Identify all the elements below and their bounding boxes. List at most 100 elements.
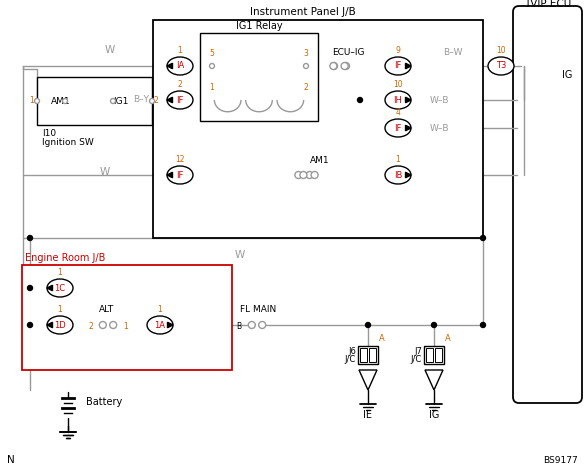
Text: IG1 Relay: IG1 Relay: [236, 21, 282, 31]
Text: IF: IF: [394, 61, 401, 70]
Text: 2: 2: [178, 80, 182, 89]
Text: IA: IA: [176, 61, 184, 70]
Circle shape: [149, 98, 155, 104]
Polygon shape: [406, 63, 411, 69]
Bar: [22, 265, 232, 370]
Text: AM1: AM1: [51, 96, 71, 105]
Text: W: W: [235, 250, 245, 260]
Circle shape: [210, 63, 214, 69]
Circle shape: [110, 322, 117, 329]
Text: T3: T3: [496, 61, 506, 70]
Text: 4: 4: [396, 108, 400, 117]
Circle shape: [99, 322, 106, 329]
Polygon shape: [168, 322, 173, 328]
Circle shape: [306, 172, 313, 178]
Ellipse shape: [167, 166, 193, 184]
Circle shape: [300, 172, 307, 178]
Text: IF: IF: [394, 123, 401, 132]
Text: A: A: [379, 334, 385, 343]
Text: IF: IF: [176, 96, 183, 105]
Text: 1: 1: [57, 268, 62, 277]
Ellipse shape: [488, 57, 514, 75]
Circle shape: [304, 63, 308, 69]
Text: IH: IH: [394, 96, 403, 105]
Circle shape: [481, 236, 485, 240]
Text: IE: IE: [363, 410, 373, 420]
Text: 1: 1: [123, 322, 128, 331]
Circle shape: [330, 62, 337, 70]
Text: 1: 1: [396, 155, 400, 164]
Text: Instrument Panel J/B: Instrument Panel J/B: [250, 7, 356, 17]
Polygon shape: [406, 97, 411, 103]
Bar: [37, 77, 152, 125]
Bar: [360, 348, 367, 362]
Text: AM1: AM1: [310, 156, 330, 165]
Text: W: W: [105, 45, 115, 55]
Text: IG1: IG1: [113, 96, 128, 105]
Circle shape: [331, 62, 338, 70]
Text: 10: 10: [496, 46, 506, 55]
Circle shape: [311, 172, 318, 178]
Circle shape: [111, 98, 115, 104]
Ellipse shape: [385, 166, 411, 184]
Text: J7: J7: [414, 347, 422, 356]
Ellipse shape: [385, 57, 411, 75]
Text: 9: 9: [396, 46, 400, 55]
Circle shape: [342, 62, 349, 70]
Circle shape: [431, 323, 437, 327]
Text: IG: IG: [429, 410, 439, 420]
Polygon shape: [425, 370, 443, 390]
Text: J/C: J/C: [345, 354, 356, 363]
Text: 1: 1: [158, 305, 162, 314]
Text: 1: 1: [178, 46, 182, 55]
Bar: [435, 348, 442, 362]
Text: J/C: J/C: [411, 354, 422, 363]
Polygon shape: [47, 322, 53, 328]
FancyBboxPatch shape: [513, 6, 582, 403]
Text: Engine Room J/B: Engine Room J/B: [25, 253, 105, 263]
Text: B: B: [236, 322, 241, 331]
Text: IF: IF: [176, 170, 183, 179]
Polygon shape: [406, 125, 411, 131]
Circle shape: [28, 286, 32, 290]
Text: W–B: W–B: [430, 96, 449, 105]
Text: I10: I10: [42, 129, 56, 138]
Bar: [200, 33, 318, 121]
Text: 1A: 1A: [155, 321, 165, 330]
Text: IB: IB: [394, 170, 402, 179]
Text: Battery: Battery: [86, 397, 122, 407]
Circle shape: [357, 97, 363, 103]
Bar: [153, 20, 483, 238]
Text: 2: 2: [88, 322, 93, 331]
Text: 1C: 1C: [54, 283, 66, 292]
Text: ECU–IG: ECU–IG: [332, 48, 364, 57]
Circle shape: [295, 172, 302, 178]
Circle shape: [35, 98, 39, 104]
Text: 1D: 1D: [54, 321, 66, 330]
Text: B–Y: B–Y: [133, 95, 149, 104]
Text: 5: 5: [210, 49, 214, 58]
Circle shape: [341, 62, 348, 70]
Polygon shape: [167, 97, 172, 103]
Circle shape: [258, 322, 265, 329]
Ellipse shape: [147, 316, 173, 334]
Circle shape: [481, 323, 485, 327]
Text: 1: 1: [210, 83, 214, 92]
Circle shape: [63, 98, 67, 104]
Text: W: W: [100, 167, 110, 177]
Text: TVIP ECU: TVIP ECU: [524, 0, 571, 9]
Text: 10: 10: [393, 80, 403, 89]
Ellipse shape: [47, 279, 73, 297]
Bar: [426, 348, 433, 362]
Text: ALT: ALT: [100, 305, 115, 314]
Circle shape: [28, 323, 32, 327]
Text: A: A: [445, 334, 451, 343]
Text: Ignition SW: Ignition SW: [42, 138, 94, 147]
Text: IG: IG: [561, 70, 572, 80]
Ellipse shape: [167, 91, 193, 109]
Circle shape: [248, 322, 255, 329]
Bar: [424, 346, 444, 364]
Polygon shape: [359, 370, 377, 390]
Text: 3: 3: [304, 49, 308, 58]
Text: BS9177: BS9177: [543, 456, 578, 465]
